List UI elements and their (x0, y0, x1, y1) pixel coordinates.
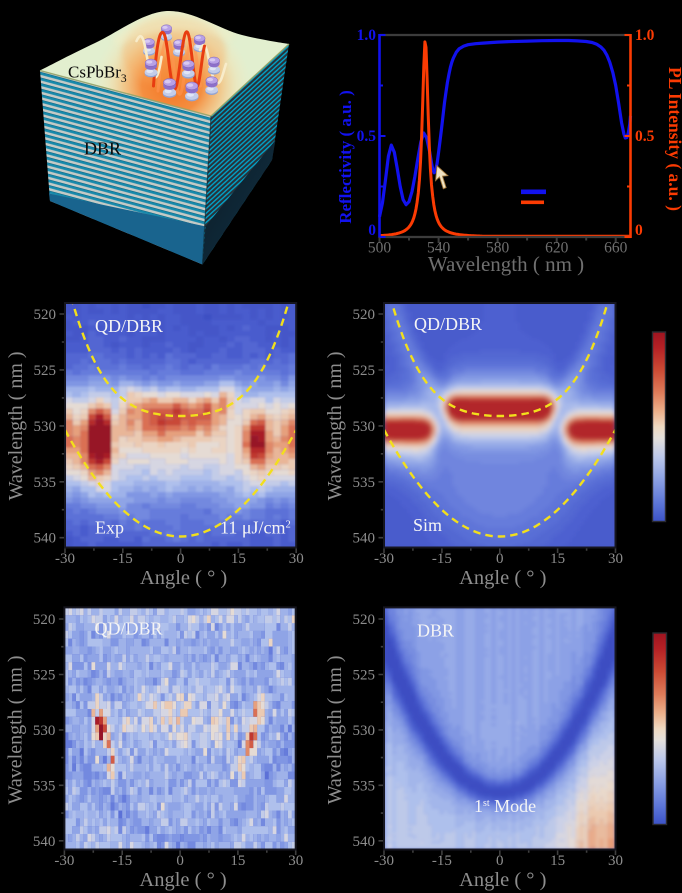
svg-text:520: 520 (353, 307, 376, 323)
svg-text:DBR: DBR (84, 139, 121, 159)
svg-text:540: 540 (427, 240, 451, 257)
svg-text:QD/DBR: QD/DBR (414, 314, 482, 334)
svg-text:1st Mode: 1st Mode (474, 796, 536, 816)
svg-text:525: 525 (34, 363, 57, 379)
svg-text:620: 620 (545, 240, 569, 257)
svg-text:1.0: 1.0 (357, 27, 377, 44)
svg-text:15: 15 (550, 853, 565, 869)
svg-text:0: 0 (496, 853, 504, 869)
svg-text:525: 525 (353, 363, 376, 379)
svg-text:520: 520 (33, 612, 56, 628)
svg-text:580: 580 (486, 240, 510, 257)
svg-text:500: 500 (368, 240, 392, 257)
svg-text:Wavelength ( nm ): Wavelength ( nm ) (4, 655, 26, 804)
svg-text:530: 530 (34, 419, 57, 435)
svg-text:Angle ( ° ): Angle ( ° ) (459, 567, 546, 589)
svg-text:530: 530 (353, 723, 376, 739)
svg-text:540: 540 (353, 834, 376, 850)
svg-text:535: 535 (353, 778, 376, 794)
svg-text:530: 530 (33, 723, 56, 739)
svg-text:530: 530 (353, 419, 376, 435)
svg-text:0: 0 (177, 551, 185, 567)
svg-text:-30: -30 (54, 853, 74, 869)
svg-text:0.5: 0.5 (357, 128, 377, 145)
svg-text:0: 0 (496, 551, 504, 567)
svg-text:15: 15 (550, 551, 565, 567)
svg-text:30: 30 (288, 853, 303, 869)
svg-text:30: 30 (608, 551, 623, 567)
svg-text:11 μJ/cm2: 11 μJ/cm2 (220, 518, 291, 538)
svg-text:15: 15 (231, 551, 246, 567)
svg-text:Angle ( ° ): Angle ( ° ) (140, 567, 227, 589)
svg-text:520: 520 (353, 612, 376, 628)
svg-text:-30: -30 (374, 551, 394, 567)
svg-text:520: 520 (34, 307, 57, 323)
svg-text:-15: -15 (432, 551, 452, 567)
svg-text:535: 535 (353, 475, 376, 491)
svg-text:Wavelength ( nm ): Wavelength ( nm ) (428, 252, 584, 276)
svg-text:525: 525 (33, 668, 56, 684)
svg-text:CsPbBr3: CsPbBr3 (68, 63, 127, 86)
svg-text:540: 540 (34, 531, 57, 547)
svg-text:Angle ( ° ): Angle ( ° ) (139, 869, 226, 891)
svg-text:535: 535 (34, 475, 57, 491)
svg-text:0: 0 (635, 222, 643, 239)
svg-text:Sim: Sim (413, 515, 442, 535)
svg-text:0: 0 (176, 853, 184, 869)
svg-text:1.0: 1.0 (635, 27, 655, 44)
svg-text:QD/DBR: QD/DBR (95, 619, 163, 639)
svg-text:Wavelength ( nm ): Wavelength ( nm ) (324, 655, 346, 804)
svg-text:Angle ( ° ): Angle ( ° ) (459, 869, 546, 891)
svg-text:Reflectivity ( a.u. ): Reflectivity ( a.u. ) (336, 90, 355, 224)
svg-text:Exp: Exp (95, 518, 124, 538)
svg-text:30: 30 (289, 551, 304, 567)
svg-text:Wavelength ( nm ): Wavelength ( nm ) (324, 351, 346, 500)
svg-text:525: 525 (353, 668, 376, 684)
svg-text:0.5: 0.5 (635, 128, 655, 145)
svg-text:535: 535 (33, 778, 56, 794)
svg-text:540: 540 (353, 531, 376, 547)
svg-text:DBR: DBR (417, 621, 454, 641)
svg-text:-15: -15 (112, 853, 132, 869)
svg-text:-15: -15 (432, 853, 452, 869)
svg-text:660: 660 (604, 240, 628, 257)
svg-text:540: 540 (33, 834, 56, 850)
svg-text:-30: -30 (374, 853, 394, 869)
svg-text:15: 15 (230, 853, 245, 869)
svg-text:-15: -15 (113, 551, 133, 567)
svg-text:30: 30 (608, 853, 623, 869)
svg-text:-30: -30 (55, 551, 75, 567)
svg-text:Wavelength ( nm ): Wavelength ( nm ) (5, 351, 27, 500)
svg-text:PL Intensity ( a.u. ): PL Intensity ( a.u. ) (665, 67, 682, 211)
svg-text:0: 0 (368, 222, 376, 239)
svg-text:QD/DBR: QD/DBR (95, 316, 163, 336)
